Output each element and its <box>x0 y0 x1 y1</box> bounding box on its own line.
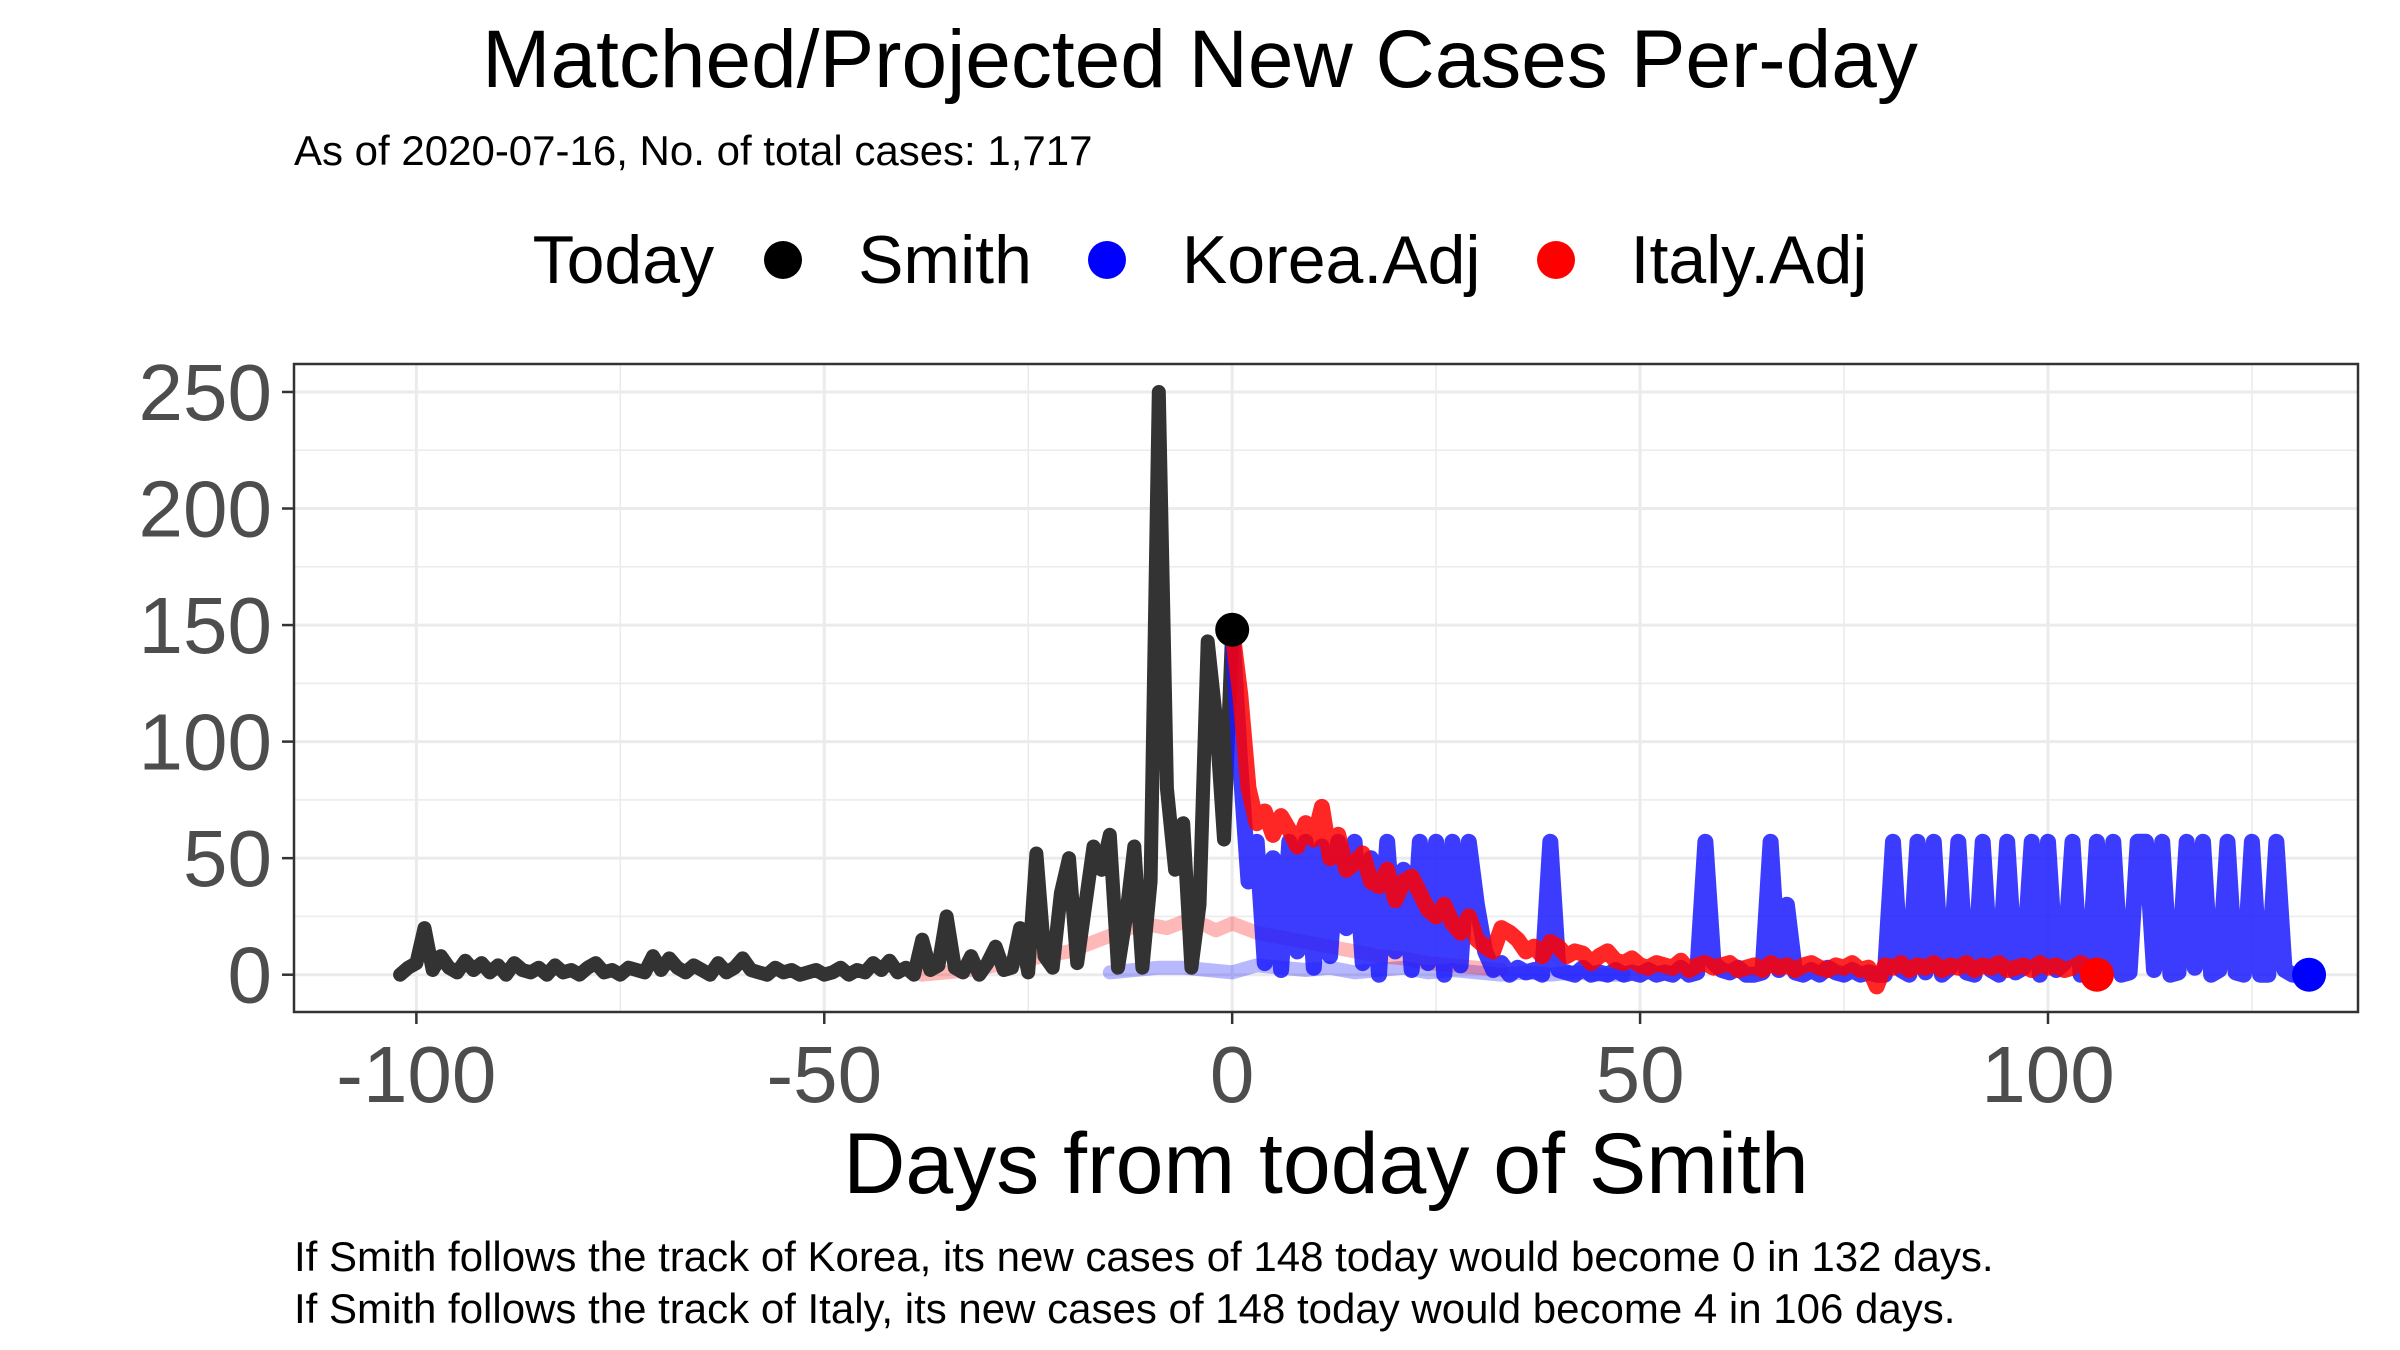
legend-key-korea <box>1087 241 1126 279</box>
today-point-italy-adj <box>2079 957 2114 992</box>
italy-projection-note: If Smith follows the track of Italy, its… <box>294 1285 1956 1332</box>
legend: Today Smith Korea.Adj Italy.Adj <box>0 220 2400 300</box>
legend-title: Today <box>532 222 715 298</box>
x-tick-label: 50 <box>1596 1030 1685 1119</box>
y-tick-label: 0 <box>228 931 273 1020</box>
y-tick-label: 100 <box>139 698 272 787</box>
legend-label-smith: Smith <box>858 222 1032 298</box>
y-tick-label: 150 <box>139 581 272 670</box>
legend-key-italy <box>1536 241 1575 279</box>
x-tick-label: -50 <box>766 1030 882 1119</box>
series-lines <box>393 385 2318 995</box>
legend-key-smith <box>764 241 803 279</box>
legend-label-italy: Italy.Adj <box>1630 222 1868 298</box>
y-tick-label: 250 <box>139 348 272 437</box>
korea-projection-note: If Smith follows the track of Korea, its… <box>294 1233 1994 1280</box>
series-line-italy-adj <box>1224 621 2105 995</box>
y-tick-label: 200 <box>139 465 272 554</box>
series-line-korea-adj <box>1224 621 2318 983</box>
x-tick-label: 0 <box>1210 1030 1255 1119</box>
today-point-smith <box>1215 612 1250 647</box>
chart-subtitle: As of 2020-07-16, No. of total cases: 1,… <box>294 127 1093 174</box>
today-points <box>1215 612 2327 992</box>
legend-item-italy: Italy.Adj <box>1536 221 1868 299</box>
chart-title: Matched/Projected New Cases Per-day <box>482 14 1918 105</box>
today-point-korea-adj <box>2292 957 2327 992</box>
y-tick-label: 50 <box>183 814 272 903</box>
series-line-smith <box>393 385 1240 982</box>
axis-ticks: -100 -50 0 50 100 0 50 100 150 200 250 <box>139 348 2115 1119</box>
plot-panel-border <box>292 362 2360 1014</box>
x-tick-label: 100 <box>1981 1030 2114 1119</box>
legend-label-korea: Korea.Adj <box>1181 222 1481 298</box>
x-axis-label: Days from today of Smith <box>843 1116 1809 1212</box>
legend-item-korea: Korea.Adj <box>1087 221 1481 299</box>
x-tick-label: -100 <box>336 1030 496 1119</box>
legend-item-smith: Smith <box>764 221 1032 299</box>
